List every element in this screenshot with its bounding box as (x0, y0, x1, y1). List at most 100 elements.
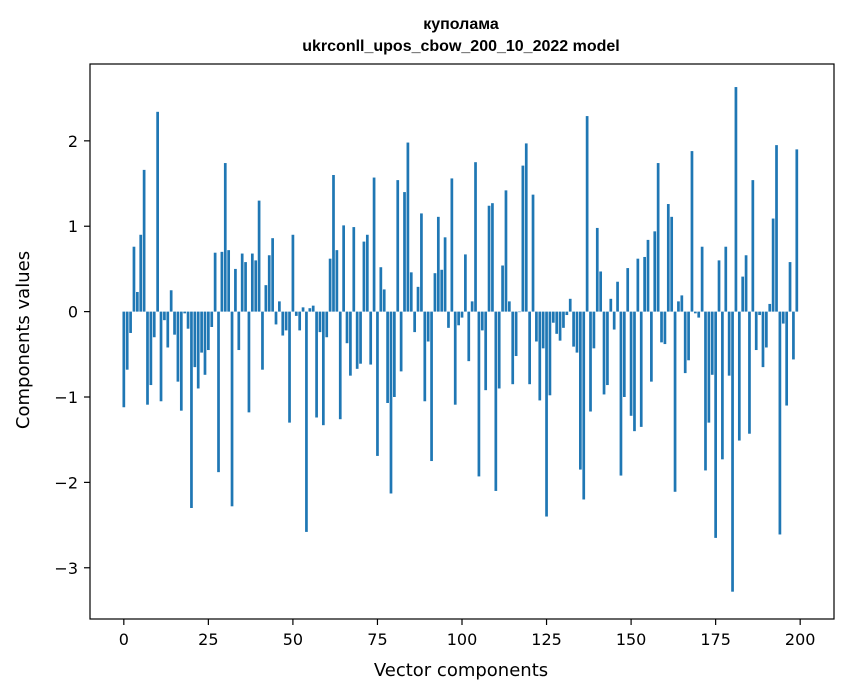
bar (491, 203, 494, 312)
x-tick-label: 175 (700, 630, 731, 649)
bar (666, 204, 670, 312)
bar (748, 311, 751, 434)
bar (660, 311, 663, 343)
bar (768, 303, 772, 312)
bar (599, 271, 603, 312)
bar (254, 260, 258, 312)
bar (558, 311, 562, 341)
bar (741, 276, 745, 312)
bar (754, 311, 758, 351)
bar (788, 262, 792, 312)
bar (203, 311, 207, 375)
x-tick-label: 25 (198, 630, 218, 649)
bar (643, 256, 646, 312)
bar (697, 311, 701, 318)
bar (656, 163, 660, 312)
bar (227, 250, 231, 312)
bar (321, 311, 325, 426)
bar (792, 311, 795, 360)
bar (602, 311, 606, 395)
bar (169, 290, 173, 312)
bar (156, 111, 159, 312)
bar (480, 311, 484, 331)
bar (406, 142, 410, 312)
bar (413, 311, 417, 333)
bar (548, 311, 552, 396)
bar (538, 311, 542, 401)
bar (159, 311, 163, 402)
bar (190, 311, 193, 508)
bar (501, 265, 504, 312)
x-tick-label: 125 (531, 630, 562, 649)
bar (359, 311, 362, 364)
bar (152, 311, 156, 338)
bar (734, 87, 738, 312)
x-axis-ticks: 0 25 50 75 100 125 150 175 200 (119, 619, 816, 649)
bar (595, 227, 599, 312)
bar (338, 311, 342, 420)
bar (531, 194, 535, 312)
bar (737, 311, 741, 441)
bar (467, 311, 471, 362)
bar (785, 311, 789, 406)
bar (328, 258, 332, 312)
bar (436, 216, 440, 312)
bar (271, 238, 274, 312)
bar (589, 311, 592, 412)
bar (234, 268, 237, 312)
bar (193, 311, 197, 368)
bar (704, 311, 707, 471)
bar (507, 301, 511, 312)
bar (521, 165, 525, 312)
bar (670, 216, 674, 312)
x-tick-label: 200 (785, 630, 816, 649)
bar (758, 311, 761, 316)
bar (504, 190, 508, 312)
bar (129, 311, 132, 333)
bar (308, 308, 312, 312)
bar (261, 311, 264, 370)
bar (775, 145, 778, 312)
bar (301, 307, 305, 312)
bar (230, 311, 234, 507)
bar (220, 251, 224, 312)
bar (379, 267, 383, 312)
bar (464, 254, 467, 312)
bar (213, 252, 217, 312)
bar (609, 298, 613, 312)
bar (690, 151, 694, 312)
bar (653, 231, 657, 312)
bar (382, 289, 386, 312)
bar (453, 311, 457, 405)
x-tick-label: 150 (616, 630, 647, 649)
bar (612, 311, 616, 330)
x-tick-label: 75 (367, 630, 387, 649)
bar (376, 311, 379, 456)
bar (149, 311, 153, 386)
bar (237, 311, 241, 351)
bar (389, 311, 393, 494)
bar (761, 311, 765, 368)
bar (125, 311, 129, 370)
bar (555, 311, 559, 334)
bar (795, 149, 799, 312)
bar (646, 239, 650, 312)
bar (264, 285, 268, 312)
bar (639, 311, 643, 427)
x-tick-label: 50 (283, 630, 303, 649)
bar (683, 311, 687, 374)
bar (606, 311, 609, 386)
bar (433, 273, 437, 312)
bar (386, 311, 389, 403)
bar (135, 291, 139, 312)
bar (460, 311, 464, 318)
x-axis-label: Vector components (374, 660, 548, 681)
bar (217, 311, 220, 473)
bar (207, 311, 210, 351)
bar (393, 311, 396, 397)
bar (315, 311, 318, 418)
bar (240, 253, 244, 312)
bar (514, 311, 518, 357)
bar (487, 205, 491, 312)
bar (132, 246, 136, 312)
